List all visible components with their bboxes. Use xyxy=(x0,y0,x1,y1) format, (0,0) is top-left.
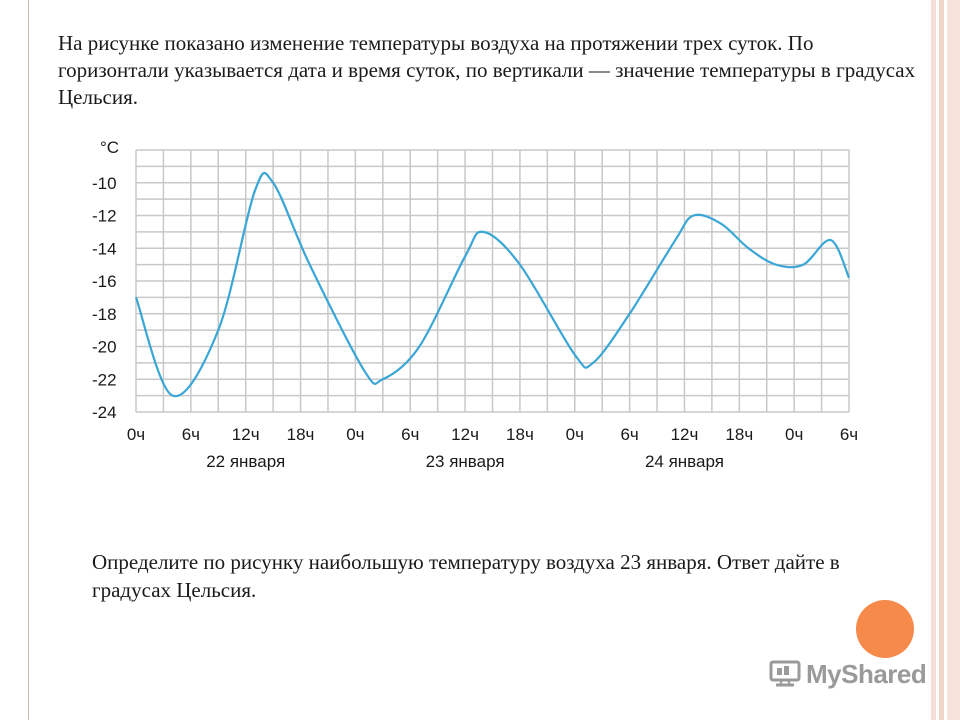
y-tick-label: -24 xyxy=(92,403,117,422)
x-tick-label: 0ч xyxy=(127,425,145,444)
date-label: 23 января xyxy=(426,452,505,471)
chart-series xyxy=(134,171,851,398)
orange-circle-decoration xyxy=(856,600,914,658)
y-tick-label: -20 xyxy=(92,338,117,357)
x-tick-label: 0ч xyxy=(346,425,364,444)
x-tick-label: 0ч xyxy=(785,425,803,444)
x-tick-label: 12ч xyxy=(671,425,699,444)
y-tick-label: -10 xyxy=(92,174,117,193)
y-unit-label: °C xyxy=(100,138,119,157)
x-tick-label: 18ч xyxy=(506,425,534,444)
y-tick-label: -14 xyxy=(92,239,117,258)
temperature-line xyxy=(134,171,851,398)
x-tick-label: 0ч xyxy=(566,425,584,444)
intro-text: На рисунке показано изменение температур… xyxy=(58,31,916,109)
x-tick-label: 18ч xyxy=(725,425,753,444)
x-tick-label: 6ч xyxy=(620,425,638,444)
myshared-logo: MyShared xyxy=(768,656,927,692)
x-tick-label: 6ч xyxy=(401,425,419,444)
date-label: 24 января xyxy=(645,452,724,471)
x-tick-label: 6ч xyxy=(182,425,200,444)
date-label: 22 января xyxy=(206,452,285,471)
question-text: Определите по рисунку наибольшую темпера… xyxy=(92,550,840,602)
decorative-stripes xyxy=(931,0,960,720)
myshared-logo-icon xyxy=(769,660,801,687)
x-tick-label: 6ч xyxy=(840,425,858,444)
x-tick-label: 12ч xyxy=(451,425,479,444)
y-tick-label: -18 xyxy=(92,305,117,324)
y-tick-label: -16 xyxy=(92,272,117,291)
chart-grid xyxy=(135,149,850,413)
y-tick-label: -22 xyxy=(92,370,117,389)
x-tick-label: 12ч xyxy=(232,425,260,444)
x-tick-label: 18ч xyxy=(287,425,315,444)
y-tick-label: -12 xyxy=(92,207,117,226)
logo-text: MyShared xyxy=(806,658,927,689)
chart-axes: °C -10 -12 -14 -16 -18 -20 -22 -24 0ч 6ч 12ч 18ч 0ч 6ч… xyxy=(92,138,858,471)
slide-frame xyxy=(28,0,933,720)
